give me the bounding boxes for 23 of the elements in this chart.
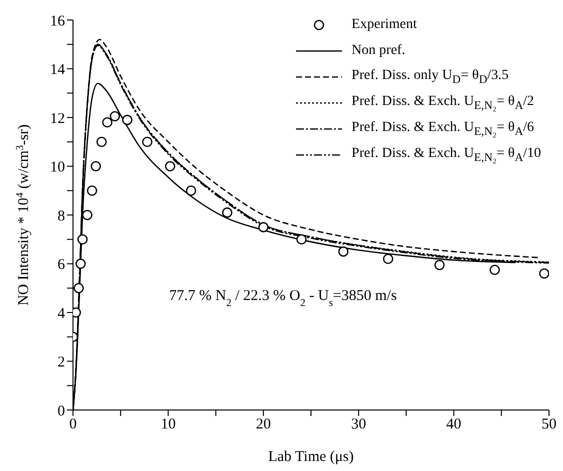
legend-label: Pref. Diss. & Exch. U$_{E,N₂}$= θ$_{A}$/6 — [352, 120, 534, 138]
x-tick-label: 40 — [446, 416, 462, 433]
x-tick-label: 0 — [69, 416, 77, 433]
y-tick-label: 6 — [58, 257, 66, 274]
annotation: 77.7 % N$_{2}$ / 22.3 % O$_{2}$ - U$_{s}$=3850 m/s — [169, 288, 397, 308]
x-tick-label: 50 — [542, 416, 556, 433]
legend-label: Pref. Diss. & Exch. U$_{E,N₂}$= θ$_{A}$/2 — [352, 94, 534, 112]
y-tick-label: 2 — [58, 354, 65, 371]
y-tick-label: 4 — [58, 306, 66, 322]
legend-label: Non pref. — [352, 43, 406, 59]
x-tick-label: 30 — [351, 416, 366, 433]
legend-label: Experiment — [352, 17, 417, 33]
legend-label: Pref. Diss. & Exch. U$_{E,N₂}$= θ$_{A}$/10 — [352, 146, 541, 164]
y-tick-label: 0 — [58, 403, 65, 420]
y-tick-label: 14 — [50, 62, 66, 78]
y-tick-label: 8 — [58, 208, 65, 224]
x-tick-label: 10 — [160, 416, 176, 433]
x-axis-title: Lab Time (μs) — [268, 449, 354, 465]
y-tick-label: 16 — [50, 13, 66, 30]
y-tick-label: 12 — [50, 110, 65, 127]
x-tick-label: 20 — [256, 416, 271, 433]
y-tick-label: 10 — [50, 160, 65, 176]
legend-label: Pref. Diss. only U$_{D}$= θ$_{D}$/3.5 — [352, 68, 509, 86]
